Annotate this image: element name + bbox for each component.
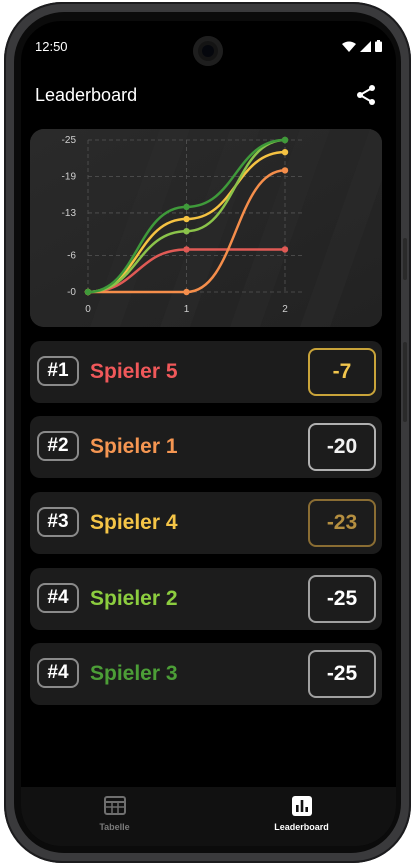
data-point bbox=[183, 215, 190, 223]
data-point bbox=[183, 228, 190, 235]
front-camera bbox=[193, 36, 223, 66]
data-point bbox=[281, 136, 289, 144]
status-bar: 12:50 bbox=[21, 21, 396, 66]
x-tick-label: 0 bbox=[85, 304, 91, 315]
y-tick-label: -25 bbox=[62, 135, 77, 146]
nav-tab-tabelle[interactable]: Tabelle bbox=[21, 787, 208, 846]
score-chart-svg: -25 -19 -13 -6 -0 0 1 2 bbox=[30, 129, 382, 327]
y-tick-label: -6 bbox=[67, 251, 76, 262]
rank-badge: #1 bbox=[37, 356, 79, 386]
x-tick-label: 2 bbox=[282, 304, 288, 315]
chart-bg-stripe bbox=[230, 129, 330, 327]
page-title: Leaderboard bbox=[35, 85, 138, 105]
leaderboard-row[interactable]: #2 Spieler 1 -20 bbox=[30, 416, 382, 478]
player-name: Spieler 5 bbox=[90, 360, 178, 383]
data-point bbox=[183, 246, 190, 253]
score-badge: -20 bbox=[308, 423, 376, 471]
y-tick-label: -19 bbox=[62, 171, 77, 182]
y-tick-label: -0 bbox=[67, 287, 76, 298]
status-time: 12:50 bbox=[35, 39, 68, 54]
series-line bbox=[86, 169, 287, 294]
chart-bg-stripe bbox=[90, 129, 190, 327]
table-icon bbox=[103, 796, 126, 815]
signal-icon bbox=[360, 40, 371, 52]
chart-bg-stripe bbox=[300, 129, 382, 327]
score-badge: -7 bbox=[308, 348, 376, 396]
score-badge: -25 bbox=[308, 575, 376, 623]
volume-button bbox=[403, 238, 407, 280]
share-button[interactable] bbox=[354, 83, 378, 107]
data-point bbox=[183, 288, 190, 296]
battery-icon bbox=[375, 40, 382, 52]
nav-label-tabelle: Tabelle bbox=[99, 822, 130, 832]
data-point bbox=[281, 246, 289, 253]
player-name: Spieler 1 bbox=[90, 435, 178, 458]
nav-tab-leaderboard[interactable]: Leaderboard bbox=[208, 787, 395, 846]
leaderboard-row[interactable]: #4 Spieler 2 -25 bbox=[30, 568, 382, 630]
y-tick-label: -13 bbox=[62, 208, 77, 219]
chart-bg-stripe bbox=[160, 129, 260, 327]
player-name: Spieler 3 bbox=[90, 662, 178, 685]
rank-badge: #4 bbox=[37, 583, 79, 613]
wifi-icon bbox=[342, 41, 356, 52]
rank-badge: #4 bbox=[37, 658, 79, 688]
x-tick-label: 1 bbox=[184, 304, 190, 315]
share-icon bbox=[357, 85, 375, 105]
screen: 12:50 Leaderboard -25 -19 -13 -6 -0 0 1 2 #1 Sp… bbox=[21, 21, 396, 846]
data-point bbox=[183, 203, 190, 211]
player-name: Spieler 4 bbox=[90, 511, 178, 534]
data-point bbox=[281, 148, 289, 156]
leaderboard-row[interactable]: #1 Spieler 5 -7 bbox=[30, 341, 382, 403]
score-badge: -25 bbox=[308, 650, 376, 698]
rank-badge: #3 bbox=[37, 507, 79, 537]
score-badge: -23 bbox=[308, 499, 376, 547]
bottom-nav: Tabelle Leaderboard bbox=[21, 787, 396, 846]
data-point bbox=[84, 288, 92, 296]
data-point bbox=[281, 167, 289, 174]
bar-chart-icon bbox=[291, 796, 312, 816]
score-chart: -25 -19 -13 -6 -0 0 1 2 bbox=[30, 129, 382, 327]
rank-badge: #2 bbox=[37, 431, 79, 461]
leaderboard-row[interactable]: #4 Spieler 3 -25 bbox=[30, 643, 382, 705]
leaderboard-row[interactable]: #3 Spieler 4 -23 bbox=[30, 492, 382, 554]
player-name: Spieler 2 bbox=[90, 587, 178, 610]
power-button bbox=[403, 342, 407, 422]
status-icons bbox=[342, 40, 382, 52]
nav-label-leaderboard: Leaderboard bbox=[274, 822, 329, 832]
